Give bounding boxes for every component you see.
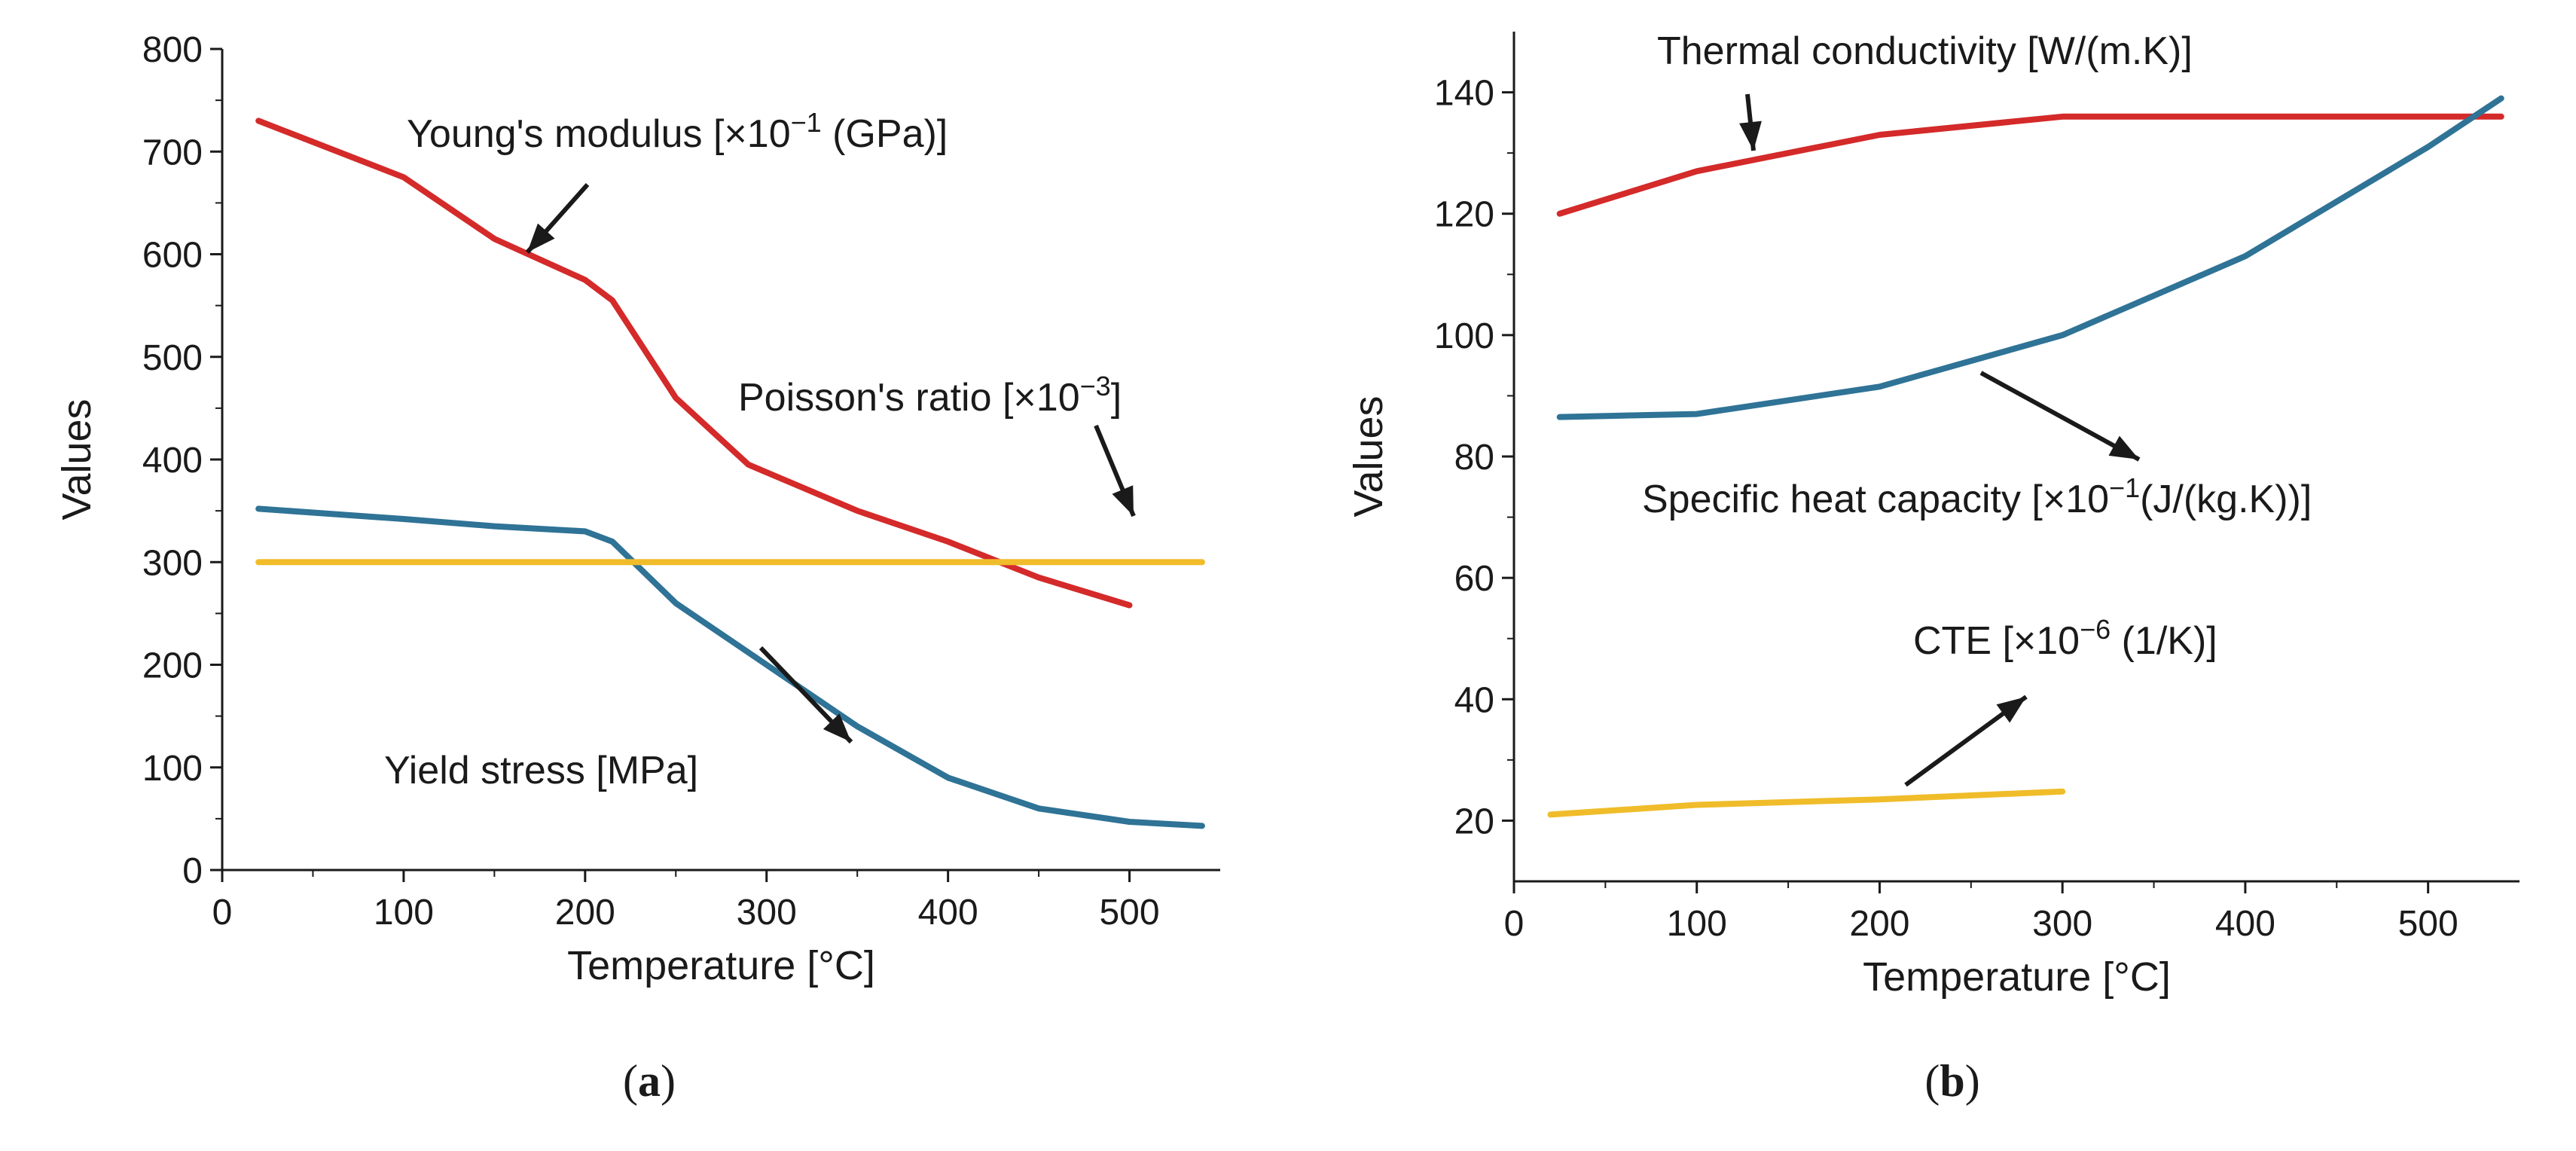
annotation-label: Poisson's ratio [×10−3] xyxy=(738,371,1122,420)
series-line-3 xyxy=(1547,788,2066,818)
y-tick-label: 100 xyxy=(142,749,203,789)
y-tick-label: 500 xyxy=(142,338,203,378)
y-tick-label: 800 xyxy=(142,30,203,70)
series-line-1 xyxy=(1556,113,2504,217)
panel-caption: (b) xyxy=(1924,1056,1979,1106)
y-axis-title: Values xyxy=(1346,395,1391,517)
y-axis-title: Values xyxy=(54,398,99,520)
panel-caption: (a) xyxy=(623,1056,676,1106)
y-tick-label: 60 xyxy=(1454,559,1494,599)
y-tick-label: 40 xyxy=(1454,680,1494,720)
annotation-arrow xyxy=(1979,371,2141,462)
series-line-2 xyxy=(255,505,1205,829)
annotation-arrowhead xyxy=(1996,697,2026,723)
x-tick-label: 0 xyxy=(212,893,233,933)
y-tick-label: 100 xyxy=(1434,316,1494,356)
annotation-arrowhead xyxy=(527,223,555,252)
x-tick-label: 500 xyxy=(2398,904,2458,944)
x-tick-label: 100 xyxy=(1667,904,1727,944)
x-tick-label: 500 xyxy=(1099,893,1159,933)
x-tick-label: 200 xyxy=(555,893,615,933)
annotation-label: Yield stress [MPa] xyxy=(384,749,698,792)
y-tick-label: 120 xyxy=(1434,195,1494,235)
annotation-arrowhead xyxy=(1112,485,1134,516)
annotation-label: Specific heat capacity [×10−1(J/(kg.K))] xyxy=(1642,472,2312,521)
y-tick-label: 400 xyxy=(142,441,203,481)
annotation-label: Young's modulus [×10−1 (GPa)] xyxy=(407,107,948,156)
x-axis-title: Temperature [°C] xyxy=(567,943,875,988)
chart-panel-a: 0 100 200 300 400 500 0 100 200 300 400 500 600 700 80… xyxy=(54,30,1220,1106)
x-tick-label: 400 xyxy=(2215,904,2275,944)
annotation-label: CTE [×10−6 (1/K)] xyxy=(1913,614,2217,663)
y-tick-label: 20 xyxy=(1454,801,1494,841)
y-tick-label: 200 xyxy=(142,646,203,686)
chart-panel-b: 0 100 200 300 400 500 20 40 60 80 100 120 140 Tempera… xyxy=(1346,29,2520,1106)
series-line-2 xyxy=(1556,95,2504,420)
x-tick-label: 0 xyxy=(1504,904,1525,944)
y-tick-label: 140 xyxy=(1434,74,1494,114)
y-tick-label: 80 xyxy=(1454,438,1494,478)
y-tick-label: 700 xyxy=(142,133,203,172)
x-tick-label: 300 xyxy=(737,893,797,933)
x-tick-label: 400 xyxy=(918,893,978,933)
x-axis-title: Temperature [°C] xyxy=(1863,954,2171,1000)
annotation-arrowhead xyxy=(2108,435,2139,459)
annotation-arrowhead xyxy=(1739,121,1762,151)
x-tick-label: 100 xyxy=(374,893,434,933)
x-tick-label: 200 xyxy=(1849,904,1909,944)
x-tick-label: 300 xyxy=(2032,904,2092,944)
annotation-arrowhead xyxy=(823,713,851,742)
y-tick-label: 600 xyxy=(142,236,203,276)
y-tick-label: 0 xyxy=(182,851,203,891)
y-tick-label: 300 xyxy=(142,543,203,583)
annotation-label: Thermal conductivity [W/(m.K)] xyxy=(1657,29,2193,73)
series-line-1 xyxy=(255,118,1133,609)
